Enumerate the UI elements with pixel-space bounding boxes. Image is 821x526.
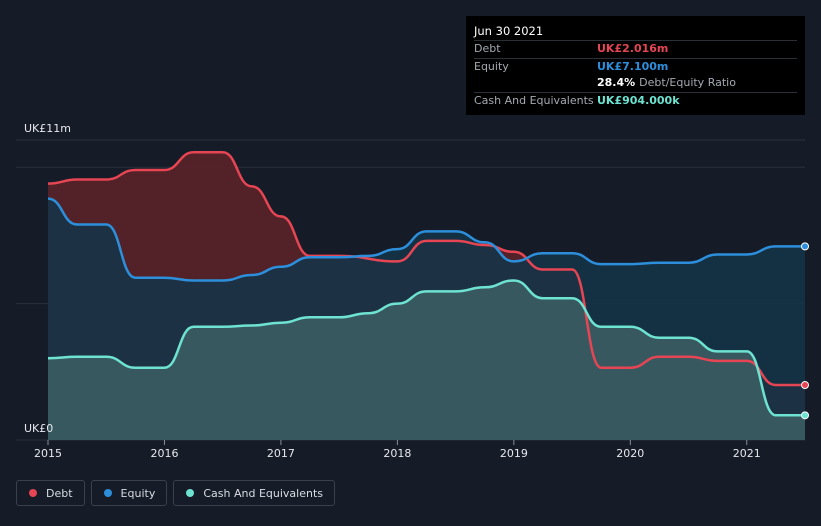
tooltip-label [474,75,597,92]
legend-item-cash[interactable]: Cash And Equivalents [173,480,335,506]
x-tick-label: 2020 [616,447,644,460]
x-tick-label: 2016 [150,447,178,460]
x-axis-ticks: 2015 2016 2017 2018 2019 2020 2021 [34,440,761,460]
tooltip-value: UK£7.100m [597,59,669,73]
y-axis-bottom-label: UK£0 [24,422,53,435]
data-tooltip: Jun 30 2021 Debt UK£2.016m Equity UK£7.1… [466,16,805,115]
legend-item-debt[interactable]: Debt [16,480,85,506]
y-axis-top-label: UK£11m [24,122,71,135]
endpoint-equity [801,242,809,251]
x-tick-label: 2017 [267,447,295,460]
tooltip-value: UK£904.000k [597,93,680,107]
x-tick-label: 2019 [500,447,528,460]
area-cash [48,280,805,440]
line-debt [47,151,805,387]
tooltip-ratio-label: Debt/Equity Ratio [639,76,736,89]
series-endpoints [801,242,809,420]
tooltip-date: Jun 30 2021 [474,24,544,38]
tooltip-label: Cash And Equivalents [474,93,594,107]
endpoint-cash [801,411,809,420]
x-tick-label: 2018 [383,447,411,460]
legend-dot-icon [29,489,37,497]
x-tick-label: 2015 [34,447,62,460]
tooltip-value: 28.4% [597,76,636,89]
tooltip-row-equity: Equity UK£7.100m [474,57,797,76]
legend-label: Cash And Equivalents [203,486,323,500]
x-tick-label: 2021 [733,447,761,460]
tooltip-value: UK£2.016m [597,42,669,55]
tooltip-label: Debt [474,42,501,55]
legend-label: Equity [120,486,156,500]
legend-dot-icon [186,489,195,497]
legend-label: Debt [46,486,73,500]
endpoint-debt [801,381,809,390]
tooltip-label: Equity [474,59,509,73]
legend-dot-icon [103,489,112,497]
chart-legend: Debt Equity Cash And Equivalents [16,480,335,506]
tooltip-row-cash: Cash And Equivalents UK£904.000k [474,91,797,110]
legend-item-equity[interactable]: Equity [90,480,168,506]
line-cash [47,279,805,417]
series-lines [47,151,805,417]
line-equity [47,197,805,282]
tooltip-row-ratio: 28.4% Debt/Equity Ratio [474,75,797,92]
series-areas [48,152,805,441]
tooltip-row-debt: Debt UK£2.016m [474,40,797,58]
